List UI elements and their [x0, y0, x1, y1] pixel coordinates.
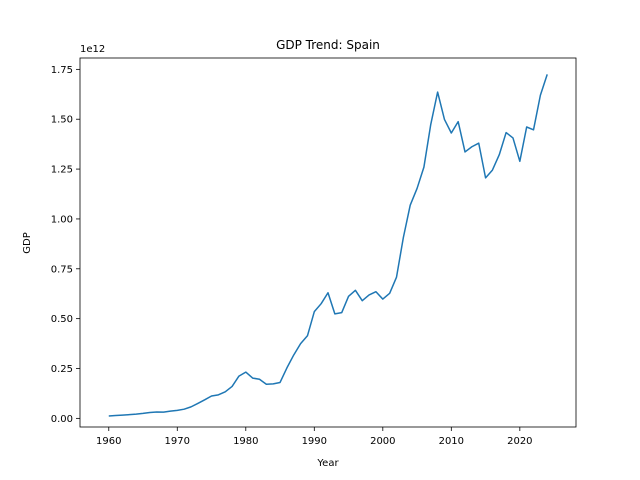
- y-tick-label: 1.50: [51, 115, 73, 126]
- y-tick-label: 1.00: [51, 214, 73, 225]
- x-tick-label: 1960: [96, 436, 121, 447]
- y-axis-label: GDP: [22, 232, 33, 253]
- x-tick-label: 2020: [507, 436, 532, 447]
- x-tick-label: 1970: [165, 436, 190, 447]
- y-tick-label: 0.00: [51, 414, 73, 425]
- x-axis-label: Year: [316, 458, 339, 469]
- y-tick-label: 0.50: [51, 314, 73, 325]
- y-tick-label: 0.25: [51, 364, 73, 375]
- x-tick-label: 1990: [302, 436, 327, 447]
- y-tick-label: 1.75: [51, 65, 73, 76]
- y-tick-label: 0.75: [51, 264, 73, 275]
- x-tick-label: 2000: [370, 436, 395, 447]
- axes-frame: [79, 57, 577, 428]
- plot-area: [79, 57, 577, 428]
- y-tick-label: 1.25: [51, 165, 73, 176]
- y-offset-text: 1e12: [80, 44, 105, 55]
- x-tick-label: 2010: [439, 436, 464, 447]
- axes-background: [80, 58, 576, 427]
- series-line: [108, 74, 548, 417]
- x-axis-ticks: 1960 1970 1980 1990 2000 2010 2020: [96, 427, 533, 447]
- chart-title: GDP Trend: Spain: [276, 38, 380, 52]
- y-axis-ticks: 0.00 0.25 0.50 0.75 1.00 1.25 1.50 1.75: [51, 65, 80, 425]
- x-tick-label: 1980: [233, 436, 258, 447]
